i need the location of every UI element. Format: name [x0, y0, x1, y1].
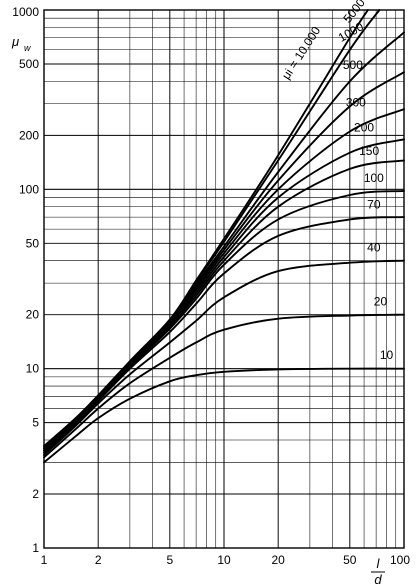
series-line-0 — [43, 367, 405, 464]
curve-label-0: 10 — [380, 348, 394, 362]
y-tick-label: 1 — [32, 541, 39, 555]
x-axis-title: l d — [371, 556, 385, 587]
y-tick-label: 200 — [19, 128, 39, 142]
curve-label-6: 200 — [354, 121, 374, 135]
tick-labels: 1 2 5 10 20 50 100 1 2 5 10 20 50 100 200 500 1000 — [12, 5, 410, 567]
x-tick-label: 20 — [272, 553, 286, 567]
y-axis-subscript: w — [24, 43, 31, 53]
y-axis-symbol: μ — [11, 34, 19, 49]
x-axis-denominator: d — [374, 572, 382, 587]
curve-label-2: 40 — [367, 241, 381, 255]
x-tick-label: 1 — [41, 553, 48, 567]
series-lines — [43, 9, 405, 464]
x-tick-label: 10 — [217, 553, 231, 567]
y-tick-label: 1000 — [12, 5, 39, 19]
series-line-2 — [43, 259, 405, 456]
x-tick-label: 100 — [390, 553, 410, 567]
series-line-10 — [43, 9, 381, 448]
curve-label-11: μi = 10.000 — [279, 24, 324, 82]
y-tick-label: 2 — [32, 487, 39, 501]
series-line-1 — [43, 313, 405, 459]
y-tick-label: 20 — [26, 308, 40, 322]
curve-label-5: 150 — [359, 144, 379, 158]
y-axis-title: μ w — [11, 34, 31, 53]
y-tick-label: 500 — [19, 57, 39, 71]
x-tick-label: 2 — [95, 553, 102, 567]
curve-label-4: 100 — [364, 171, 384, 185]
x-tick-label: 50 — [343, 553, 357, 567]
y-tick-label: 5 — [32, 416, 39, 430]
plot-frame — [43, 9, 405, 549]
series-line-11 — [43, 9, 369, 448]
curve-label-3: 70 — [367, 198, 381, 212]
curve-label-7: 300 — [346, 95, 366, 109]
y-tick-label: 50 — [26, 236, 40, 250]
x-tick-label: 5 — [166, 553, 173, 567]
y-tick-label: 10 — [26, 362, 40, 376]
grid — [44, 10, 404, 548]
y-tick-label: 100 — [19, 182, 39, 196]
x-axis-numerator: l — [377, 556, 381, 571]
curve-label-1: 20 — [374, 295, 388, 309]
curve-label-8: 500 — [343, 58, 363, 72]
